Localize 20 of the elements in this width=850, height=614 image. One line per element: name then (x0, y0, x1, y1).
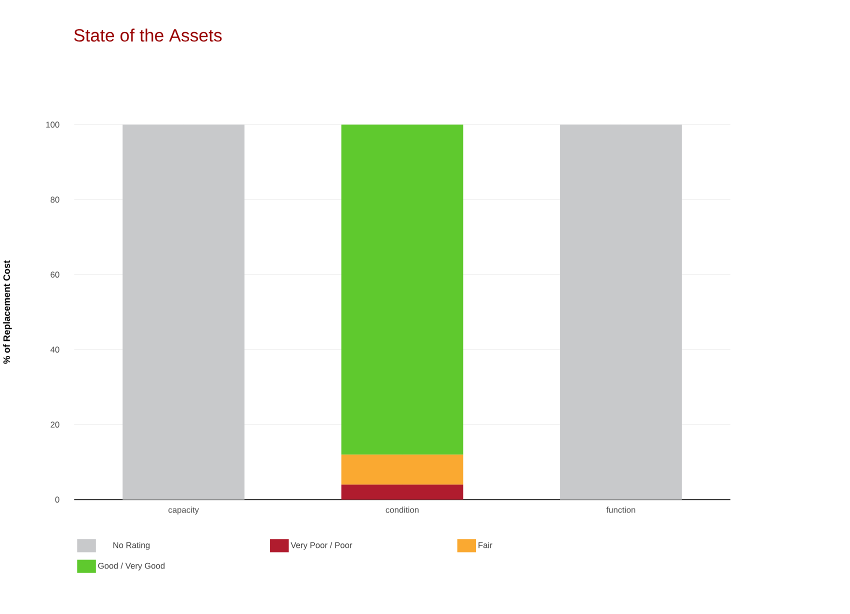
y-tick-label: 100 (46, 122, 60, 128)
legend-label: Good / Very Good (98, 562, 165, 570)
y-tick-label: 40 (50, 346, 60, 353)
bar (341, 454, 464, 485)
y-axis-title: % of Replacement Cost (3, 260, 12, 364)
chart-title: State of the Assets (74, 28, 222, 42)
bar (122, 124, 244, 500)
x-tick-label: capacity (168, 506, 199, 515)
legend-label: No Rating (113, 542, 150, 550)
y-tick-label: 80 (50, 196, 60, 203)
bar (341, 484, 464, 500)
y-tick-label: 0 (55, 496, 60, 503)
bar (341, 124, 464, 455)
legend-label: Fair (478, 542, 492, 548)
legend-label: Very Poor / Poor (290, 542, 352, 550)
x-tick-label: condition (386, 506, 419, 513)
y-tick-label: 60 (50, 272, 60, 278)
bar (560, 124, 682, 500)
x-tick-label: function (606, 506, 636, 513)
y-tick-label: 20 (50, 422, 60, 428)
